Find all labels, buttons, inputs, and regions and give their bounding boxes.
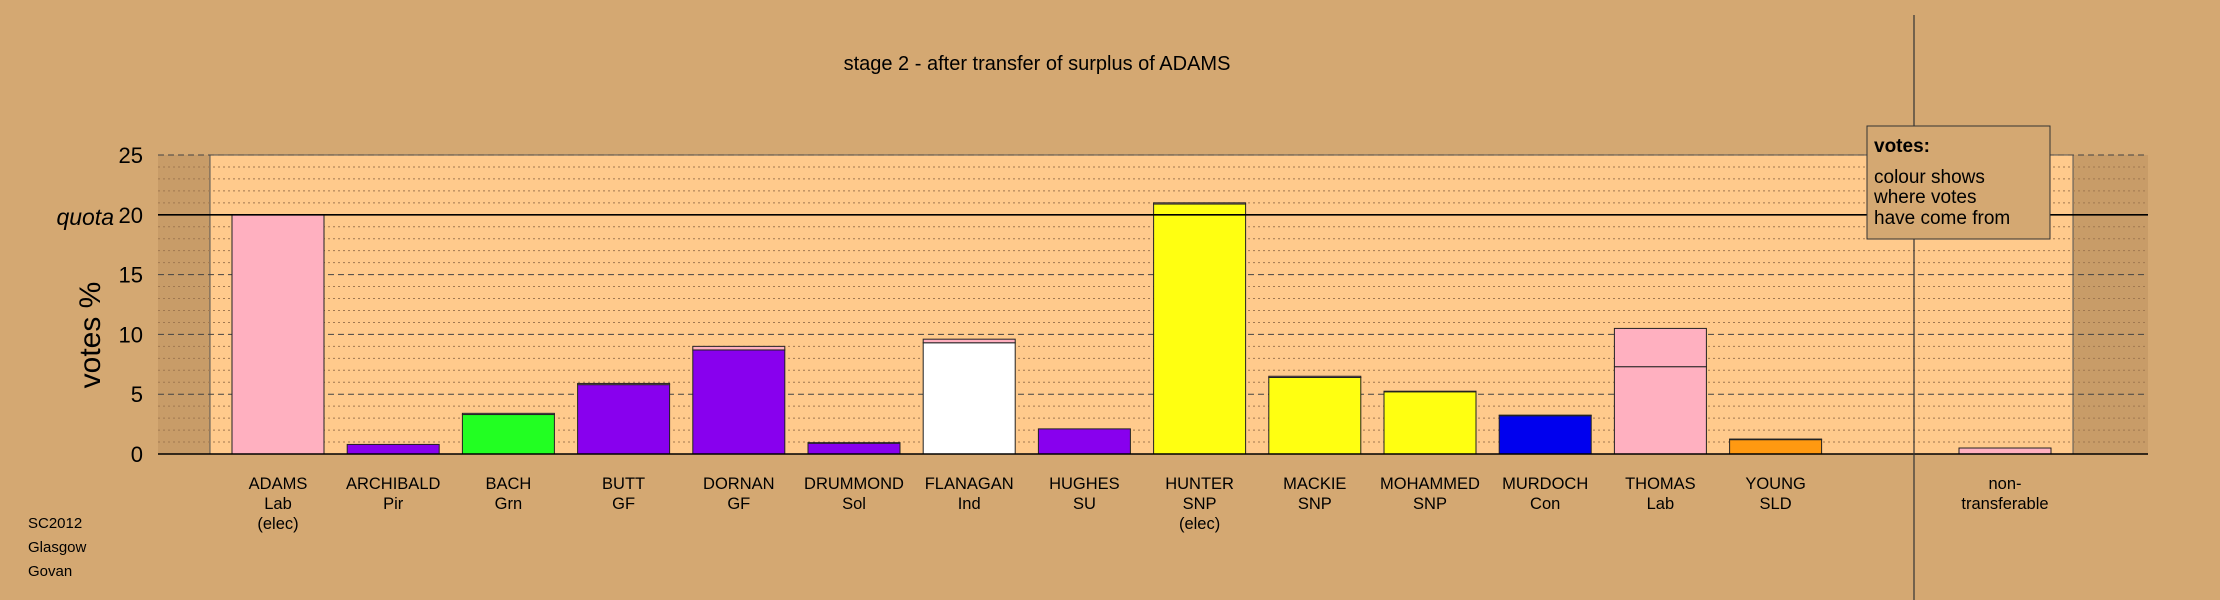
dornan-bar-segment-0 [692, 349, 786, 455]
flanagan-bar-segment-1 [922, 338, 1016, 344]
young-label-0: YOUNG [1745, 475, 1806, 493]
plot-margin-right [2073, 155, 2148, 454]
hunter-label-0: HUNTER [1165, 475, 1234, 493]
dornan-label-0: DORNAN [703, 475, 775, 493]
nontransferable-label-0: non- [1988, 475, 2021, 493]
hunter-label-2: (elec) [1179, 515, 1220, 533]
y-tick-label: 0 [131, 442, 143, 467]
hughes-label-0: HUGHES [1049, 475, 1120, 493]
hughes-label-1: SU [1073, 495, 1096, 513]
mackie-bar-segment-1 [1268, 375, 1362, 378]
mohammed-label-1: SNP [1413, 495, 1447, 513]
murdoch-bar-segment-0 [1498, 415, 1592, 455]
thomas-label-1: Lab [1647, 495, 1675, 513]
y-tick-label: 5 [131, 382, 143, 407]
plot-margin-left [158, 155, 210, 454]
mackie-bar-segment-0 [1268, 376, 1362, 455]
footer-line-2: Glasgow [28, 539, 87, 556]
hunter-label-1: SNP [1183, 495, 1217, 513]
y-tick-label: 10 [119, 322, 143, 347]
dornan-label-1: GF [727, 495, 750, 513]
bach-label-0: BACH [485, 475, 531, 493]
mackie-label-1: SNP [1298, 495, 1332, 513]
drummond-bar-segment-0 [807, 442, 901, 455]
legend-line-1: colour shows [1874, 167, 1985, 188]
thomas-bar-segment-0 [1613, 366, 1707, 455]
y-tick-label: 25 [119, 143, 143, 168]
butt-label-1: GF [612, 495, 635, 513]
archibald-label-0: ARCHIBALD [346, 475, 441, 493]
dornan-bar-segment-1 [692, 345, 786, 351]
adams-label-1: Lab [264, 495, 292, 513]
young-bar-segment-1 [1729, 438, 1823, 441]
quota-label: quota [56, 204, 114, 230]
chart-title: stage 2 - after transfer of surplus of A… [844, 53, 1231, 75]
thomas-label-0: THOMAS [1625, 475, 1696, 493]
murdoch-label-0: MURDOCH [1502, 475, 1588, 493]
plot-area [209, 154, 2074, 455]
flanagan-label-1: Ind [958, 495, 981, 513]
murdoch-bar-segment-1 [1498, 414, 1592, 417]
archibald-bar-segment-0 [346, 443, 440, 455]
thomas-bar-segment-1 [1613, 327, 1707, 368]
flanagan-bar-segment-0 [922, 342, 1016, 455]
hunter-bar-segment-0 [1153, 203, 1247, 455]
legend-title: votes: [1874, 136, 1930, 157]
drummond-label-1: Sol [842, 495, 866, 513]
nontransferable-bar-segment-0 [1958, 447, 2052, 455]
butt-bar-segment-1 [577, 382, 671, 386]
y-axis-label: votes % [74, 282, 107, 389]
drummond-bar-segment-1 [807, 442, 901, 444]
nontransferable-label-1: transferable [1961, 495, 2048, 513]
legend-line-2: where votes [1873, 187, 1976, 208]
hughes-bar-segment-0 [1037, 428, 1131, 455]
mohammed-label-0: MOHAMMED [1380, 475, 1480, 493]
bach-label-1: Grn [495, 495, 523, 513]
flanagan-label-0: FLANAGAN [925, 475, 1014, 493]
archibald-label-1: Pir [383, 495, 404, 513]
legend-line-3: have come from [1874, 208, 2010, 229]
y-tick-label: 20 [119, 203, 143, 228]
adams-label-2: (elec) [257, 515, 298, 533]
butt-label-0: BUTT [602, 475, 645, 493]
adams-label-0: ADAMS [249, 475, 308, 493]
young-label-1: SLD [1760, 495, 1792, 513]
legend: votes: colour shows where votes have com… [1866, 125, 2051, 240]
bach-bar-segment-0 [461, 414, 555, 455]
mohammed-bar-segment-0 [1383, 391, 1477, 455]
hunter-bar-segment-1 [1153, 202, 1247, 205]
footer-line-1: SC2012 [28, 515, 83, 532]
adams-bar-segment-0 [231, 214, 325, 455]
butt-bar-segment-0 [577, 384, 671, 455]
bach-bar-segment-1 [461, 412, 555, 416]
young-bar-segment-0 [1729, 439, 1823, 455]
murdoch-label-1: Con [1530, 495, 1560, 513]
y-tick-label: 15 [119, 263, 143, 288]
drummond-label-0: DRUMMOND [804, 475, 904, 493]
legend-box [1866, 125, 2051, 240]
mackie-label-0: MACKIE [1283, 475, 1346, 493]
mohammed-bar-segment-1 [1383, 390, 1477, 393]
footer-line-3: Govan [28, 563, 73, 580]
